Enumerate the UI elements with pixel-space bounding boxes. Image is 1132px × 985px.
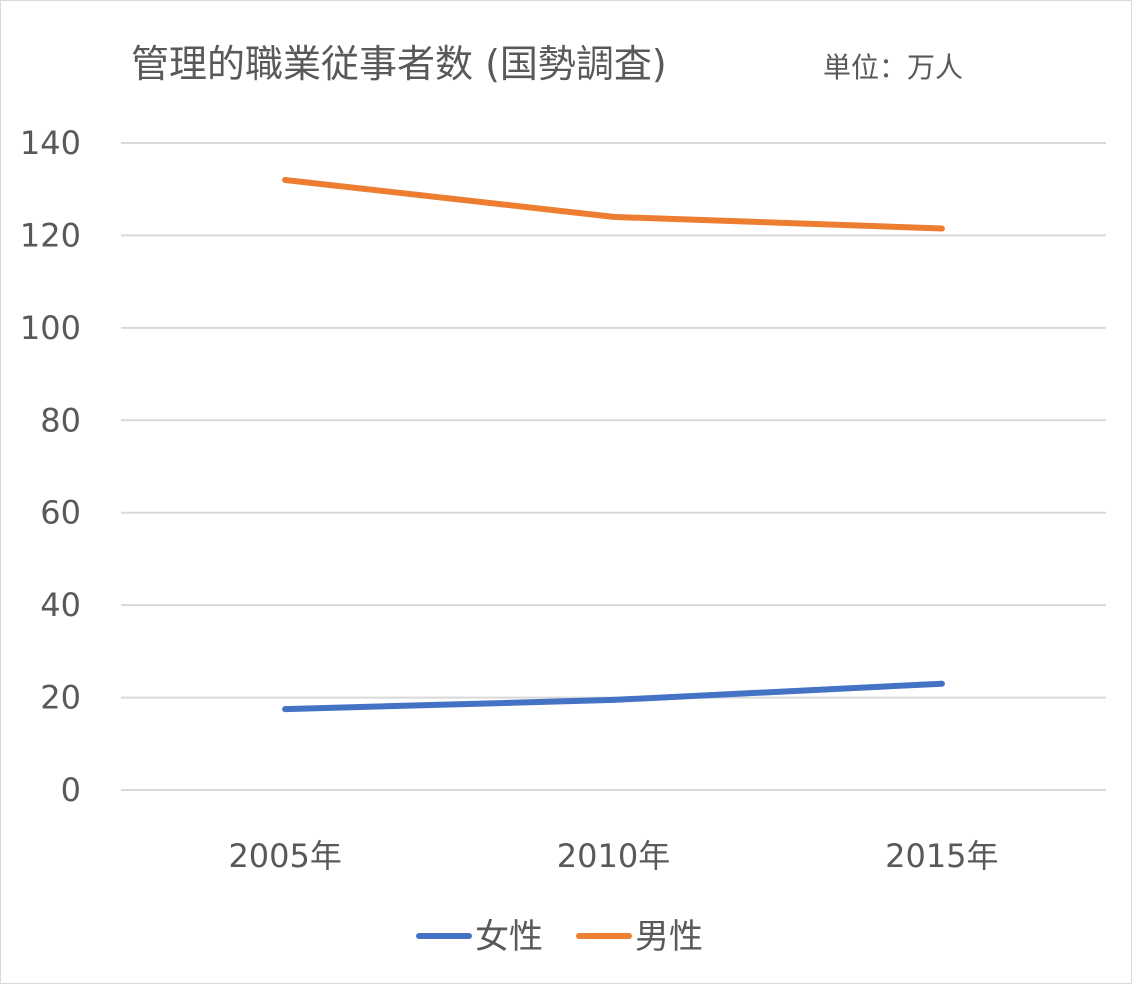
y-tick-label: 100	[20, 309, 81, 347]
x-tick-label: 2015年	[885, 837, 998, 875]
y-tick-label: 20	[40, 679, 81, 717]
y-tick-label: 0	[61, 771, 81, 809]
series-line-1	[282, 177, 945, 232]
y-axis-ticks: 0 20 40 60 80 100 120 140	[20, 124, 81, 809]
data-point	[282, 176, 289, 183]
legend: 女性 男性	[416, 917, 703, 957]
data-point	[938, 225, 945, 232]
y-tick-label: 40	[40, 586, 81, 624]
legend-label-1: 男性	[635, 917, 703, 957]
data-point	[610, 213, 617, 220]
series-line-0	[282, 680, 945, 713]
legend-label-0: 女性	[475, 917, 543, 957]
series-layer	[282, 176, 945, 713]
y-tick-label: 120	[20, 216, 81, 254]
x-tick-label: 2010年	[557, 837, 670, 875]
chart-title: 管理的職業従事者数 (国勢調査)	[131, 42, 667, 86]
data-point	[938, 680, 945, 687]
y-tick-label: 80	[40, 401, 81, 439]
data-point	[610, 696, 617, 703]
chart-subtitle: 単位：万人	[823, 51, 963, 84]
x-tick-label: 2005年	[228, 837, 341, 875]
x-axis-ticks: 2005年 2010年 2015年	[228, 837, 998, 875]
y-tick-label: 140	[20, 124, 81, 162]
y-tick-label: 60	[40, 494, 81, 532]
data-point	[282, 706, 289, 713]
grid-layer	[121, 142, 1106, 791]
